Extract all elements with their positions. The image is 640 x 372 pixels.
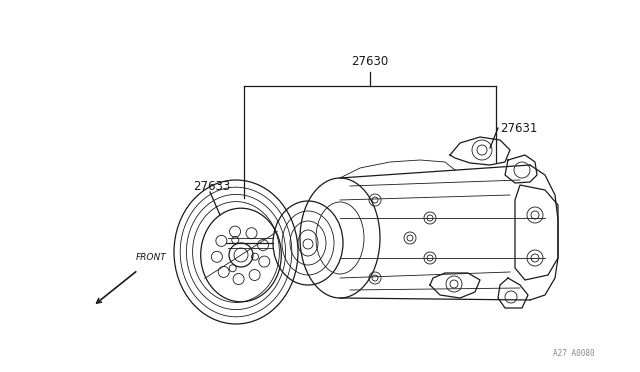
Text: A27 A0080: A27 A0080 [554, 349, 595, 358]
Text: 27631: 27631 [500, 122, 538, 135]
Text: FRONT: FRONT [136, 253, 167, 262]
Text: 27630: 27630 [351, 55, 388, 68]
Text: 27633: 27633 [193, 180, 230, 192]
